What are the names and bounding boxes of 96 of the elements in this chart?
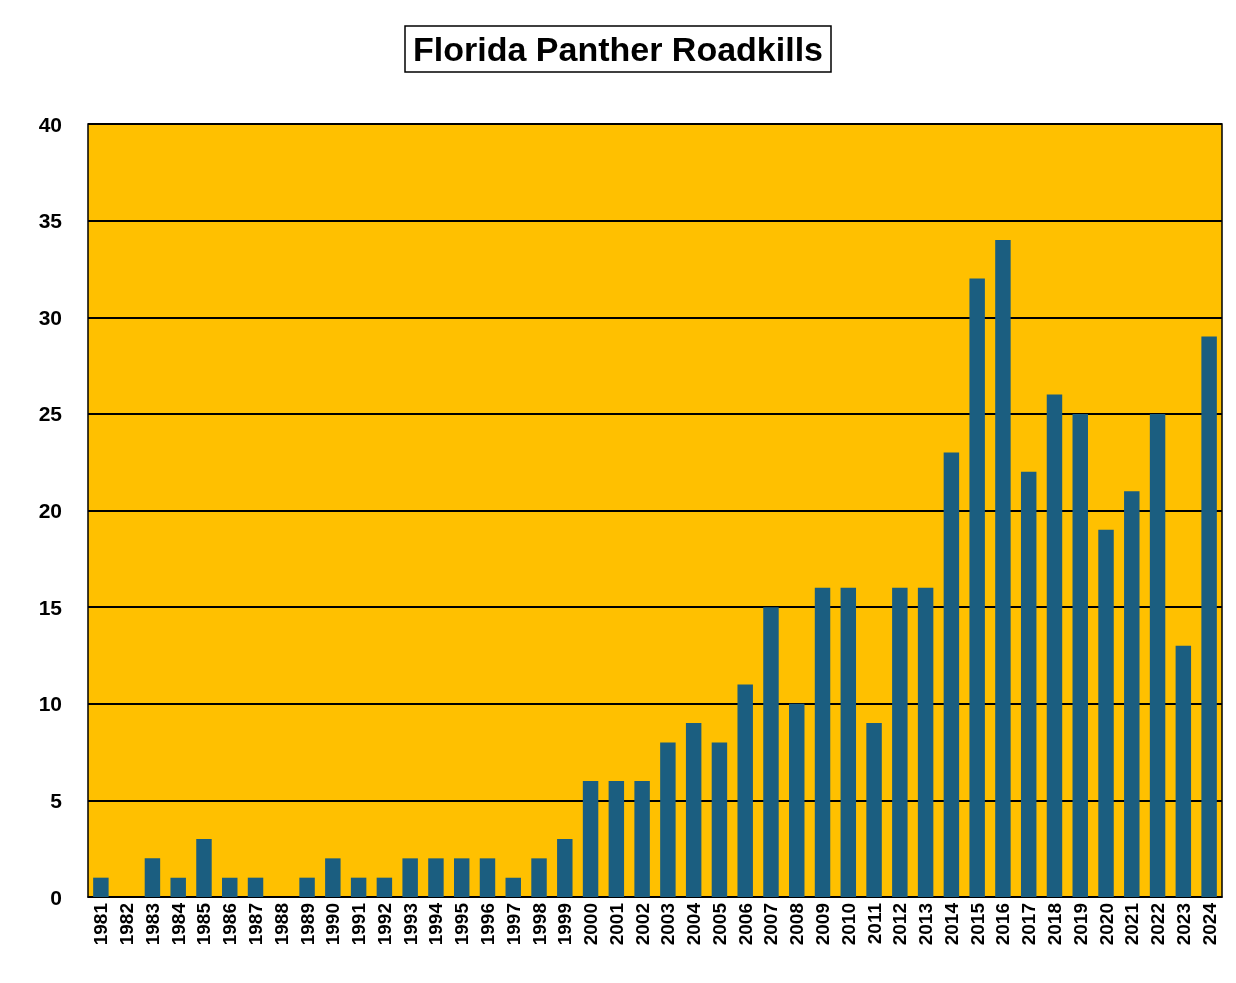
x-tick-label: 1988	[270, 903, 292, 946]
bar	[557, 839, 573, 897]
x-tick-label: 1994	[425, 902, 447, 946]
x-tick-label: 1991	[348, 902, 370, 946]
y-tick-label: 25	[38, 402, 63, 426]
x-tick-label: 1984	[167, 902, 189, 946]
x-tick-label: 2004	[683, 902, 705, 946]
y-tick-label: 40	[38, 112, 62, 136]
x-tick-label: 2007	[760, 903, 782, 946]
x-tick-label: 1996	[476, 903, 498, 946]
x-tick-label: 2006	[734, 903, 756, 946]
y-tick-label: 0	[50, 885, 62, 909]
bar	[350, 877, 367, 897]
bar	[247, 877, 264, 897]
x-tick-label: 2003	[657, 903, 679, 946]
bar	[144, 858, 161, 897]
x-tick-label: 2016	[992, 903, 1014, 946]
x-tick-label: 2022	[1147, 903, 1169, 946]
bar	[1072, 413, 1088, 897]
bar	[582, 781, 599, 897]
bar	[840, 587, 857, 897]
bar	[479, 858, 496, 897]
chart-title: Florida Panther Roadkills	[413, 30, 823, 68]
x-tick-label: 2020	[1095, 903, 1117, 946]
y-tick-label: 10	[38, 692, 62, 716]
x-tick-label: 1989	[296, 903, 318, 946]
bar	[325, 858, 341, 897]
bar	[1201, 336, 1217, 897]
x-tick-label: 2000	[580, 903, 602, 946]
bar	[711, 742, 728, 897]
x-tick-label: 2015	[966, 902, 988, 946]
bar	[866, 723, 882, 897]
bar	[660, 742, 676, 897]
bar	[93, 877, 109, 897]
x-tick-label: 2010	[837, 903, 859, 946]
x-tick-label: 2018	[1043, 903, 1065, 946]
bar	[1020, 471, 1037, 897]
x-tick-label: 1995	[451, 902, 473, 946]
bar	[453, 858, 470, 897]
x-tick-label: 2009	[812, 903, 834, 946]
x-tick-label: 1982	[116, 903, 138, 946]
bar	[763, 607, 779, 897]
bar	[428, 858, 444, 897]
x-tick-label: 2001	[605, 902, 627, 946]
x-tick-label: 1992	[373, 903, 395, 946]
bar	[222, 877, 238, 897]
bar	[995, 239, 1011, 897]
x-tick-label: 1997	[502, 903, 524, 946]
bar	[685, 723, 702, 897]
x-tick-label: 1993	[399, 903, 421, 946]
bar	[376, 877, 393, 897]
bar	[1175, 645, 1192, 897]
bar	[917, 587, 934, 897]
bar	[1098, 529, 1114, 897]
x-tick-label: 1981	[90, 902, 112, 946]
bar	[892, 587, 908, 897]
y-tick-label: 30	[38, 305, 62, 329]
bar	[943, 452, 960, 897]
x-tick-label: 2008	[786, 903, 808, 946]
x-tick-label: 2024	[1198, 902, 1220, 946]
x-tick-label: 2005	[708, 902, 730, 946]
bar	[531, 858, 547, 897]
bar	[402, 858, 418, 897]
bar	[814, 587, 831, 897]
x-tick-label: 2017	[1018, 903, 1040, 946]
bar	[737, 684, 753, 897]
y-tick-label: 5	[50, 788, 63, 812]
x-tick-label: 1998	[528, 903, 550, 946]
y-tick-label: 20	[38, 499, 62, 522]
bar	[170, 877, 186, 897]
x-tick-label: 2011	[863, 902, 885, 945]
bar	[969, 278, 985, 897]
y-tick-label: 15	[38, 595, 63, 619]
x-tick-label: 1999	[554, 903, 576, 946]
bar	[634, 781, 650, 897]
bar	[608, 781, 625, 897]
bar	[1124, 491, 1140, 897]
y-tick-label: 35	[38, 209, 63, 233]
bar	[505, 877, 521, 897]
x-tick-label: 2019	[1069, 903, 1091, 946]
bar	[1149, 413, 1166, 897]
x-tick-label: 2021	[1121, 902, 1143, 946]
x-tick-label: 2013	[915, 903, 937, 946]
x-tick-label: 2023	[1172, 903, 1194, 946]
x-tick-label: 2002	[631, 903, 653, 946]
bar	[299, 877, 315, 897]
bar	[1046, 394, 1063, 897]
x-tick-label: 1985	[193, 902, 215, 946]
x-tick-label: 1987	[245, 903, 267, 946]
bar	[196, 839, 212, 897]
x-tick-label: 1986	[219, 903, 241, 946]
x-tick-label: 1990	[322, 903, 344, 946]
x-tick-label: 2014	[940, 902, 962, 946]
x-tick-label: 1983	[141, 903, 163, 946]
x-tick-label: 2012	[889, 903, 911, 946]
bar	[789, 703, 805, 897]
